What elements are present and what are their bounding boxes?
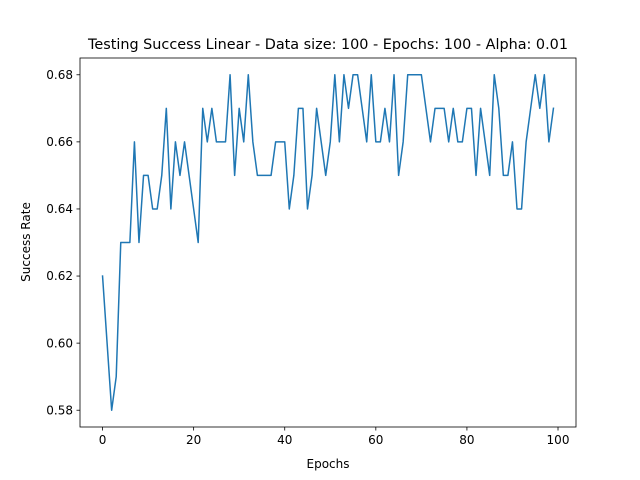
chart-title: Testing Success Linear - Data size: 100 … (87, 37, 568, 53)
x-tick-label: 80 (459, 433, 474, 447)
x-tick-label: 20 (186, 433, 201, 447)
series-line (101, 74, 555, 411)
x-tick-label: 60 (368, 433, 383, 447)
axes-frame (79, 57, 577, 428)
x-tick-label: 100 (547, 433, 570, 447)
plot-area (79, 57, 577, 428)
y-tick-label: 0.64 (46, 202, 73, 216)
y-tick-label: 0.68 (46, 68, 73, 82)
x-axis-label: Epochs (307, 457, 350, 471)
x-tick-label: 40 (277, 433, 292, 447)
y-tick-label: 0.62 (46, 269, 73, 283)
x-tick-label: 0 (99, 433, 107, 447)
y-tick-label: 0.58 (46, 403, 73, 417)
y-tick-label: 0.60 (46, 336, 73, 350)
axis-ticks: 0 20 40 60 80 100 0.58 0.60 0.62 0.64 0.66 0.68 (46, 68, 569, 447)
y-tick-label: 0.66 (46, 135, 73, 149)
y-axis-label: Success Rate (19, 202, 33, 282)
